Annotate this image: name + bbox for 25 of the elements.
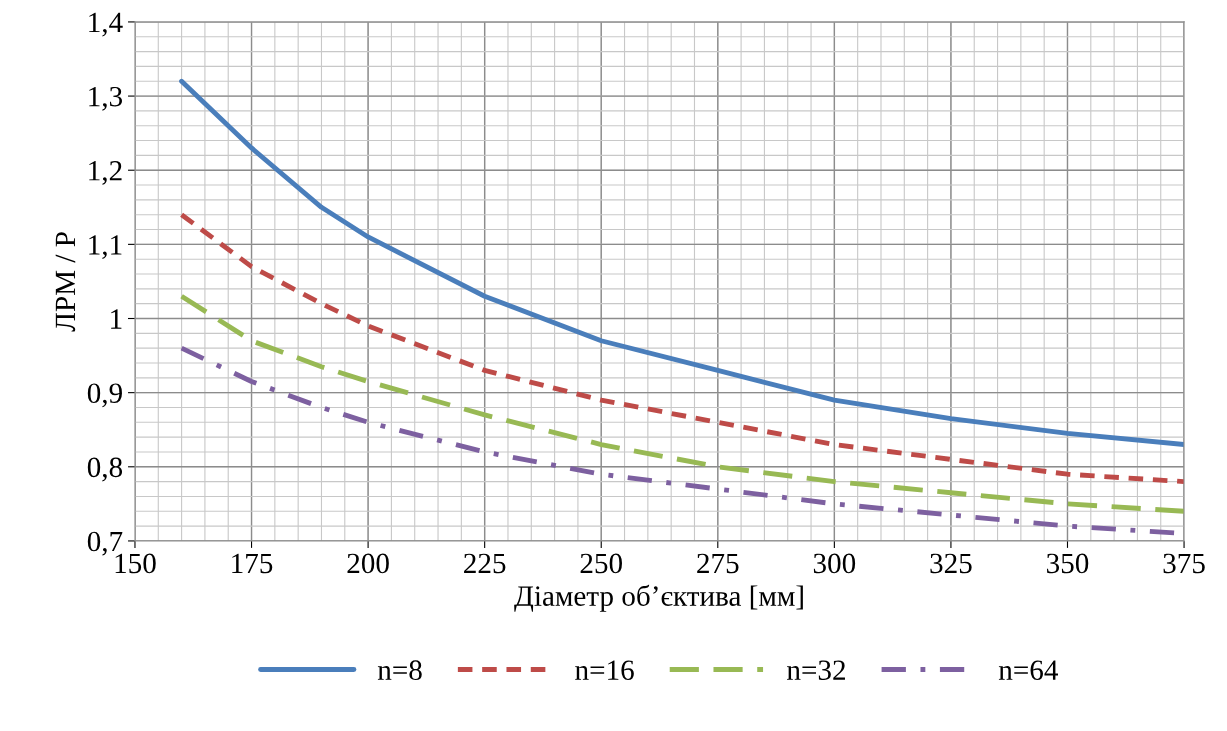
legend-label: n=16 <box>575 660 634 681</box>
legend-label: n=32 <box>787 660 845 681</box>
x-tick-label: 275 <box>697 553 739 574</box>
y-tick-label: 1,3 <box>89 86 123 111</box>
y-tick-label: 0,9 <box>87 383 122 408</box>
line-series <box>179 293 1185 514</box>
y-tick-label: 1,2 <box>89 161 122 185</box>
y-tick-label: 1,1 <box>89 235 122 259</box>
y-tick-label: 1 <box>111 309 122 329</box>
legend-label: n=8 <box>377 660 422 681</box>
x-axis-title: Діаметр об’єктива [мм] <box>514 584 803 612</box>
line-series <box>179 78 1185 447</box>
x-tick-label: 175 <box>232 553 273 574</box>
line-series <box>179 212 1185 485</box>
x-tick-label: 350 <box>1047 553 1089 574</box>
x-tick-label: 300 <box>813 553 856 574</box>
y-tick-label: 1,4 <box>89 12 123 37</box>
x-tick-label: 250 <box>580 553 622 574</box>
legend-label: n=64 <box>998 660 1058 681</box>
x-tick-label: 200 <box>347 553 389 574</box>
x-tick-label: 375 <box>1163 553 1205 574</box>
y-axis-title: ЛРМ / Р <box>55 232 76 332</box>
x-tick-label: 225 <box>464 553 506 574</box>
y-tick-label: 0,8 <box>87 457 123 482</box>
x-tick-label: 325 <box>930 553 972 574</box>
